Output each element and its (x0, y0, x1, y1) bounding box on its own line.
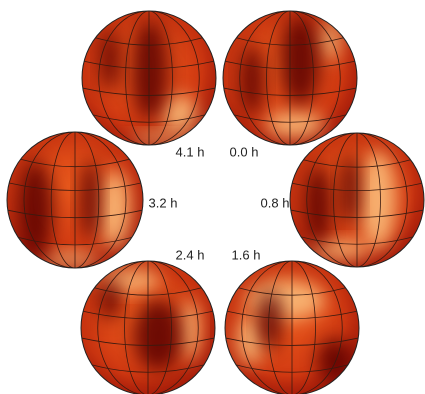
time-label: 4.1 h (176, 144, 205, 159)
time-label: 0.0 h (230, 144, 259, 159)
sphere (82, 11, 216, 145)
dark-region (132, 20, 168, 120)
bright-region (360, 150, 396, 250)
page: 0.0 h0.8 h1.6 h2.4 h3.2 h4.1 h (() => { … (0, 0, 425, 394)
dark-region (258, 290, 282, 350)
time-label: 2.4 h (176, 247, 205, 262)
sphere (290, 133, 424, 267)
figure: 0.0 h 0.8 h 1.6 h 2.4 h 3.2 h 4.1 h (0, 0, 425, 394)
dark-region (134, 299, 182, 371)
time-label: 0.8 h (261, 195, 290, 210)
dark-region (280, 15, 320, 105)
time-label: 1.6 h (232, 247, 261, 262)
time-label: 3.2 h (149, 195, 178, 210)
dark-region (17, 160, 53, 260)
sphere (225, 261, 359, 394)
sphere (81, 261, 215, 394)
sphere (7, 132, 143, 268)
dark-region (304, 165, 332, 245)
bright-region (180, 300, 200, 360)
sphere (223, 11, 357, 145)
